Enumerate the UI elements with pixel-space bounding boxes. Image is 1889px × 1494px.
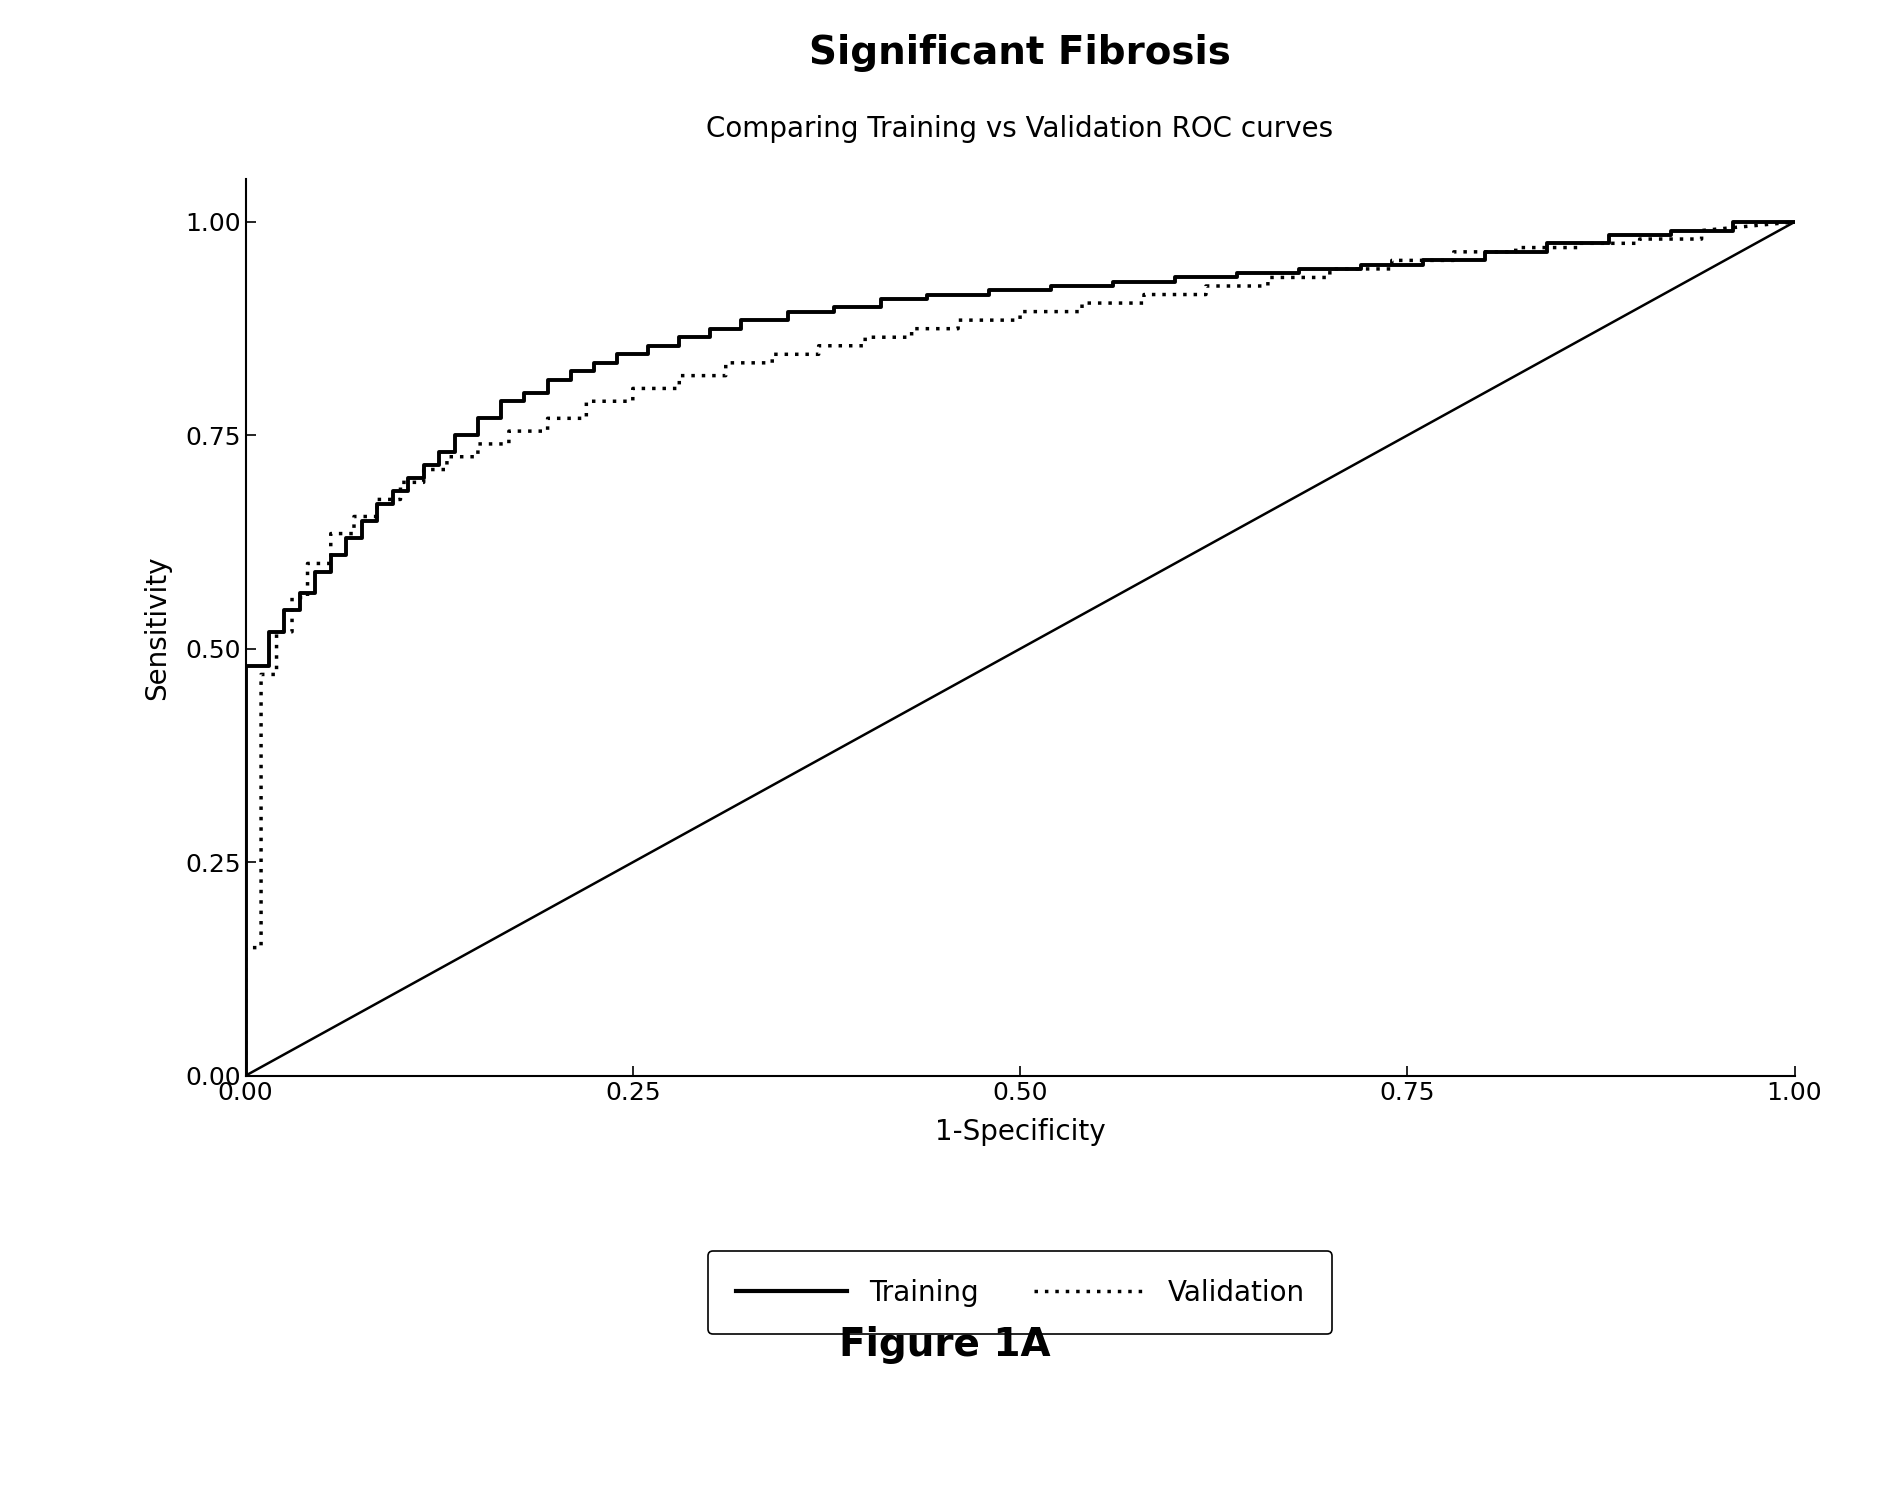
Text: Figure 1A: Figure 1A bbox=[839, 1325, 1050, 1364]
Training bbox=[351, 529, 374, 547]
Line: Validation: Validation bbox=[246, 223, 1795, 1076]
Validation bbox=[714, 366, 737, 384]
Validation bbox=[436, 460, 459, 478]
Validation bbox=[234, 1067, 257, 1085]
Legend: Training, Validation: Training, Validation bbox=[708, 1250, 1332, 1334]
Validation bbox=[1628, 235, 1651, 252]
Line: Training: Training bbox=[246, 223, 1795, 1076]
Training bbox=[427, 444, 451, 462]
Validation bbox=[1783, 214, 1806, 232]
Training bbox=[234, 1067, 257, 1085]
Training bbox=[1783, 214, 1806, 232]
X-axis label: 1-Specificity: 1-Specificity bbox=[935, 1119, 1105, 1146]
Validation bbox=[901, 329, 924, 347]
Training bbox=[1598, 226, 1621, 244]
Validation bbox=[249, 938, 272, 956]
Text: Significant Fibrosis: Significant Fibrosis bbox=[808, 34, 1232, 72]
Training bbox=[1721, 214, 1744, 232]
Training bbox=[637, 345, 659, 363]
Y-axis label: Sensitivity: Sensitivity bbox=[144, 556, 172, 699]
Training bbox=[444, 444, 467, 462]
Text: Comparing Training vs Validation ROC curves: Comparing Training vs Validation ROC cur… bbox=[706, 115, 1334, 143]
Validation bbox=[536, 423, 559, 441]
Training bbox=[467, 409, 489, 427]
